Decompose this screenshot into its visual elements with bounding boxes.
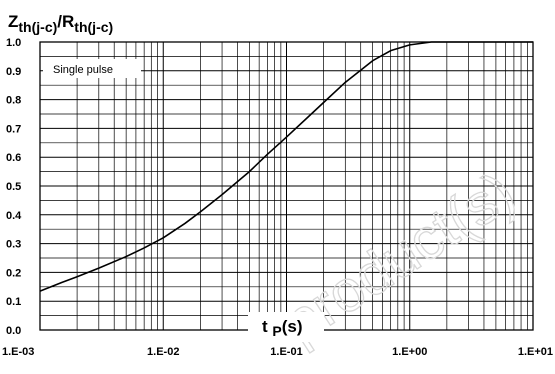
y-tick-label: 0.8 (6, 95, 21, 107)
x-tick-label: 1.E-01 (270, 346, 302, 358)
tick-labels: 0.0 0.1 0.2 0.3 0.4 0.5 0.6 0.7 0.8 0.9 1.0 1.E-03 1… (2, 37, 553, 358)
annotation-layer: Single pulse (43, 59, 141, 78)
y-tick-label: 0.6 (6, 152, 21, 164)
y-tick-label: 0.3 (6, 239, 21, 251)
y-tick-label: 0.4 (6, 210, 22, 222)
x-tick-label: 1.E+00 (392, 346, 427, 358)
x-tick-label: 1.E+01 (518, 346, 553, 358)
x-tick-label: 1.E-03 (2, 346, 34, 358)
x-tick-label: 1.E-02 (147, 346, 179, 358)
y-tick-label: 0.2 (6, 267, 21, 279)
y-tick-label: 0.0 (6, 325, 21, 337)
axis-titles: Zth(j-c)/Rth(j-c) t P(s) (8, 12, 324, 342)
annotation-box (43, 59, 141, 78)
annotation-single-pulse: Single pulse (53, 64, 113, 76)
grid-lines (39, 41, 533, 331)
y-tick-label: 0.9 (6, 66, 21, 78)
x-axis-title: t P(s) (262, 317, 303, 339)
y-tick-label: 0.7 (6, 123, 21, 135)
x-axis-title-box (248, 312, 324, 342)
y-tick-label: 1.0 (6, 37, 21, 49)
y-axis-title: Zth(j-c)/Rth(j-c) (8, 12, 113, 35)
y-tick-label: 0.1 (6, 296, 21, 308)
y-tick-label: 0.5 (6, 181, 21, 193)
